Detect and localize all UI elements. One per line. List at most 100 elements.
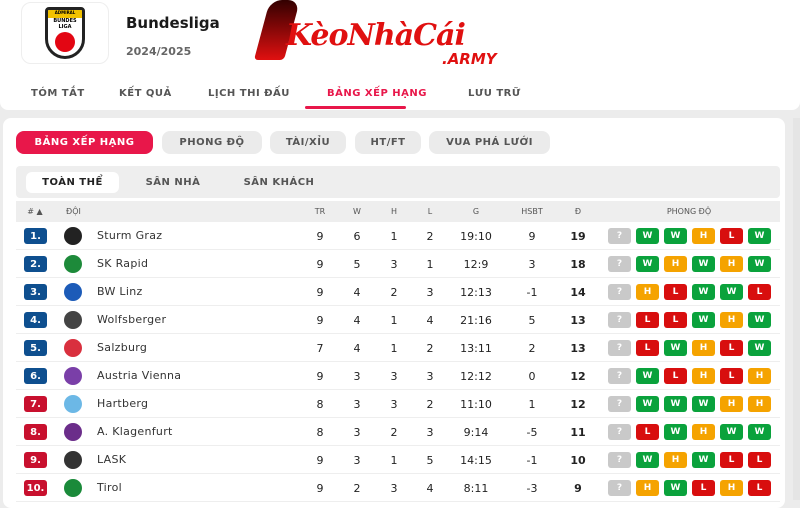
team-name[interactable]: Salzburg: [97, 341, 148, 354]
form-badge[interactable]: L: [636, 340, 659, 356]
form-badge[interactable]: W: [636, 228, 659, 244]
form-badge[interactable]: W: [748, 424, 771, 440]
form-badge[interactable]: L: [636, 312, 659, 328]
form-badge[interactable]: L: [720, 452, 743, 468]
form-badge[interactable]: W: [664, 340, 687, 356]
column-header-g[interactable]: G: [472, 207, 480, 216]
form-badge[interactable]: W: [748, 340, 771, 356]
table-row[interactable]: 2. SK Rapid 9 5 3 1 12:9 3 18? W H W H W: [16, 250, 780, 278]
form-badge[interactable]: W: [664, 424, 687, 440]
table-row[interactable]: 9. LASK 9 3 1 5 14:15 -1 10? W H W L L: [16, 446, 780, 474]
table-row[interactable]: 10. Tirol 9 2 3 4 8:11 -3 9? H W L H L: [16, 474, 780, 502]
pill-3[interactable]: HT/FT: [355, 131, 421, 154]
team-name[interactable]: Hartberg: [97, 397, 149, 410]
pill-4[interactable]: VUA PHÁ LƯỚI: [429, 131, 550, 154]
form-badge[interactable]: ?: [608, 228, 631, 244]
tab-1[interactable]: KẾT QUẢ: [119, 88, 172, 99]
tab-3[interactable]: BẢNG XẾP HẠNG: [327, 88, 427, 99]
form-badge[interactable]: W: [636, 452, 659, 468]
team-name[interactable]: Tirol: [97, 481, 123, 494]
subtab-2[interactable]: SÂN KHÁCH: [243, 177, 315, 188]
form-badge[interactable]: ?: [608, 284, 631, 300]
form-badge[interactable]: L: [692, 480, 715, 496]
form-badge[interactable]: W: [692, 284, 715, 300]
form-badge[interactable]: ?: [608, 368, 631, 384]
team-name[interactable]: Wolfsberger: [97, 313, 167, 326]
form-badge[interactable]: W: [664, 396, 687, 412]
column-header-d[interactable]: Đ: [574, 207, 582, 216]
form-badge[interactable]: ?: [608, 480, 631, 496]
form-badge[interactable]: L: [748, 452, 771, 468]
form-badge[interactable]: H: [692, 368, 715, 384]
form-badge[interactable]: W: [636, 256, 659, 272]
subtab-1[interactable]: SÂN NHÀ: [145, 177, 201, 188]
form-badge[interactable]: ?: [608, 340, 631, 356]
form-badge[interactable]: H: [692, 424, 715, 440]
form-badge[interactable]: H: [748, 368, 771, 384]
form-badge[interactable]: ?: [608, 312, 631, 328]
team-name[interactable]: SK Rapid: [97, 257, 149, 270]
column-header-form[interactable]: PHONG ĐỘ: [666, 207, 712, 216]
team-name[interactable]: BW Linz: [97, 285, 143, 298]
tab-2[interactable]: LỊCH THI ĐẤU: [208, 88, 290, 99]
table-row[interactable]: 8. A. Klagenfurt 8 3 2 3 9:14 -5 11? L W H W W: [16, 418, 780, 446]
form-badge[interactable]: L: [720, 340, 743, 356]
column-header-hsbt[interactable]: HSBT: [521, 207, 543, 216]
form-badge[interactable]: W: [692, 312, 715, 328]
form-badge[interactable]: L: [636, 424, 659, 440]
form-badge[interactable]: ?: [608, 396, 631, 412]
team-name[interactable]: Austria Vienna: [97, 369, 182, 382]
form-badge[interactable]: W: [748, 256, 771, 272]
form-badge[interactable]: W: [692, 396, 715, 412]
column-header-h[interactable]: H: [390, 207, 398, 216]
column-header-l[interactable]: L: [427, 207, 433, 216]
form-badge[interactable]: L: [748, 284, 771, 300]
subtab-0[interactable]: TOÀN THỂ: [26, 172, 119, 193]
form-badge[interactable]: W: [636, 368, 659, 384]
column-header-team[interactable]: ĐỘI: [66, 207, 81, 216]
column-header-rank[interactable]: # ▲: [27, 207, 43, 216]
form-badge[interactable]: H: [636, 284, 659, 300]
form-badge[interactable]: ?: [608, 256, 631, 272]
form-badge[interactable]: W: [748, 312, 771, 328]
form-badge[interactable]: W: [664, 228, 687, 244]
pill-2[interactable]: TÀI/XỈU: [270, 131, 346, 154]
table-row[interactable]: 4. Wolfsberger 9 4 1 4 21:16 5 13? L L W H W: [16, 306, 780, 334]
form-badge[interactable]: L: [720, 368, 743, 384]
form-badge[interactable]: W: [748, 228, 771, 244]
table-row[interactable]: 5. Salzburg 7 4 1 2 13:11 2 13? L W H L W: [16, 334, 780, 362]
form-badge[interactable]: ?: [608, 452, 631, 468]
team-name[interactable]: Sturm Graz: [97, 229, 163, 242]
table-row[interactable]: 3. BW Linz 9 4 2 3 12:13 -1 14? H L W W L: [16, 278, 780, 306]
form-badge[interactable]: L: [720, 228, 743, 244]
form-badge[interactable]: W: [636, 396, 659, 412]
form-badge[interactable]: L: [748, 480, 771, 496]
form-badge[interactable]: W: [692, 256, 715, 272]
form-badge[interactable]: L: [664, 284, 687, 300]
form-badge[interactable]: ?: [608, 424, 631, 440]
pill-0[interactable]: BẢNG XẾP HẠNG: [16, 131, 153, 154]
form-badge[interactable]: H: [692, 340, 715, 356]
form-badge[interactable]: H: [720, 480, 743, 496]
form-badge[interactable]: W: [664, 480, 687, 496]
table-row[interactable]: 6. Austria Vienna 9 3 3 3 12:12 0 12? W L H L H: [16, 362, 780, 390]
form-badge[interactable]: H: [720, 312, 743, 328]
scrollbar[interactable]: [793, 118, 800, 500]
form-badge[interactable]: H: [636, 480, 659, 496]
form-badge[interactable]: W: [720, 424, 743, 440]
pill-1[interactable]: PHONG ĐỘ: [162, 131, 262, 154]
tab-4[interactable]: LƯU TRỮ: [468, 88, 521, 99]
table-row[interactable]: 1. Sturm Graz 9 6 1 2 19:10 9 19? W W H L W: [16, 222, 780, 250]
table-row[interactable]: 7. Hartberg 8 3 3 2 11:10 1 12? W W W H H: [16, 390, 780, 418]
form-badge[interactable]: H: [748, 396, 771, 412]
form-badge[interactable]: H: [664, 452, 687, 468]
form-badge[interactable]: H: [692, 228, 715, 244]
form-badge[interactable]: L: [664, 312, 687, 328]
team-name[interactable]: LASK: [97, 453, 127, 466]
team-name[interactable]: A. Klagenfurt: [97, 425, 173, 438]
form-badge[interactable]: L: [664, 368, 687, 384]
tab-0[interactable]: TÓM TẮT: [31, 88, 85, 99]
form-badge[interactable]: W: [692, 452, 715, 468]
form-badge[interactable]: W: [720, 284, 743, 300]
form-badge[interactable]: H: [664, 256, 687, 272]
